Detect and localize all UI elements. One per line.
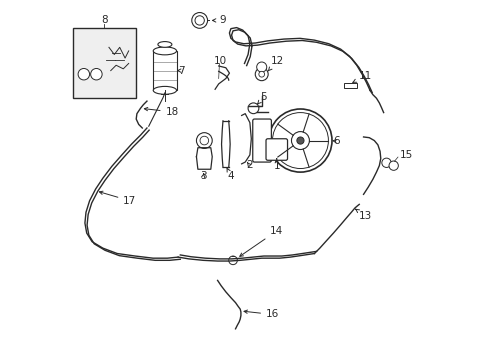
Text: 18: 18 [144,107,179,117]
Circle shape [256,62,266,72]
Text: 17: 17 [99,191,136,206]
Text: 8: 8 [101,15,107,26]
Circle shape [228,256,237,265]
Text: 15: 15 [399,150,412,160]
Circle shape [296,137,304,144]
Circle shape [258,71,264,77]
Text: 16: 16 [244,310,279,319]
Circle shape [291,132,309,149]
FancyBboxPatch shape [265,139,287,160]
Text: 2: 2 [245,160,252,170]
Circle shape [195,16,204,25]
Text: 12: 12 [268,56,283,71]
Circle shape [191,13,207,28]
Circle shape [78,68,89,80]
Text: 4: 4 [226,168,234,181]
Circle shape [272,113,328,168]
Text: 7: 7 [177,66,184,76]
Circle shape [200,136,208,145]
FancyBboxPatch shape [252,119,271,162]
Bar [73,28,136,98]
Ellipse shape [153,86,176,94]
Circle shape [381,158,390,167]
Circle shape [196,133,212,148]
Text: 3: 3 [200,171,206,181]
Circle shape [255,68,267,81]
Text: 13: 13 [355,209,371,221]
Text: 11: 11 [352,71,371,82]
Text: 9: 9 [212,15,225,26]
Circle shape [268,109,331,172]
Text: 5: 5 [257,92,267,104]
Bar [343,83,356,88]
Circle shape [247,103,258,114]
Bar [153,51,176,90]
Text: 6: 6 [332,136,339,146]
Text: 14: 14 [239,226,283,256]
Circle shape [90,68,102,80]
Ellipse shape [153,47,176,55]
Circle shape [388,161,398,170]
Text: 10: 10 [213,55,226,66]
Text: 1: 1 [273,159,280,171]
Ellipse shape [158,41,171,47]
